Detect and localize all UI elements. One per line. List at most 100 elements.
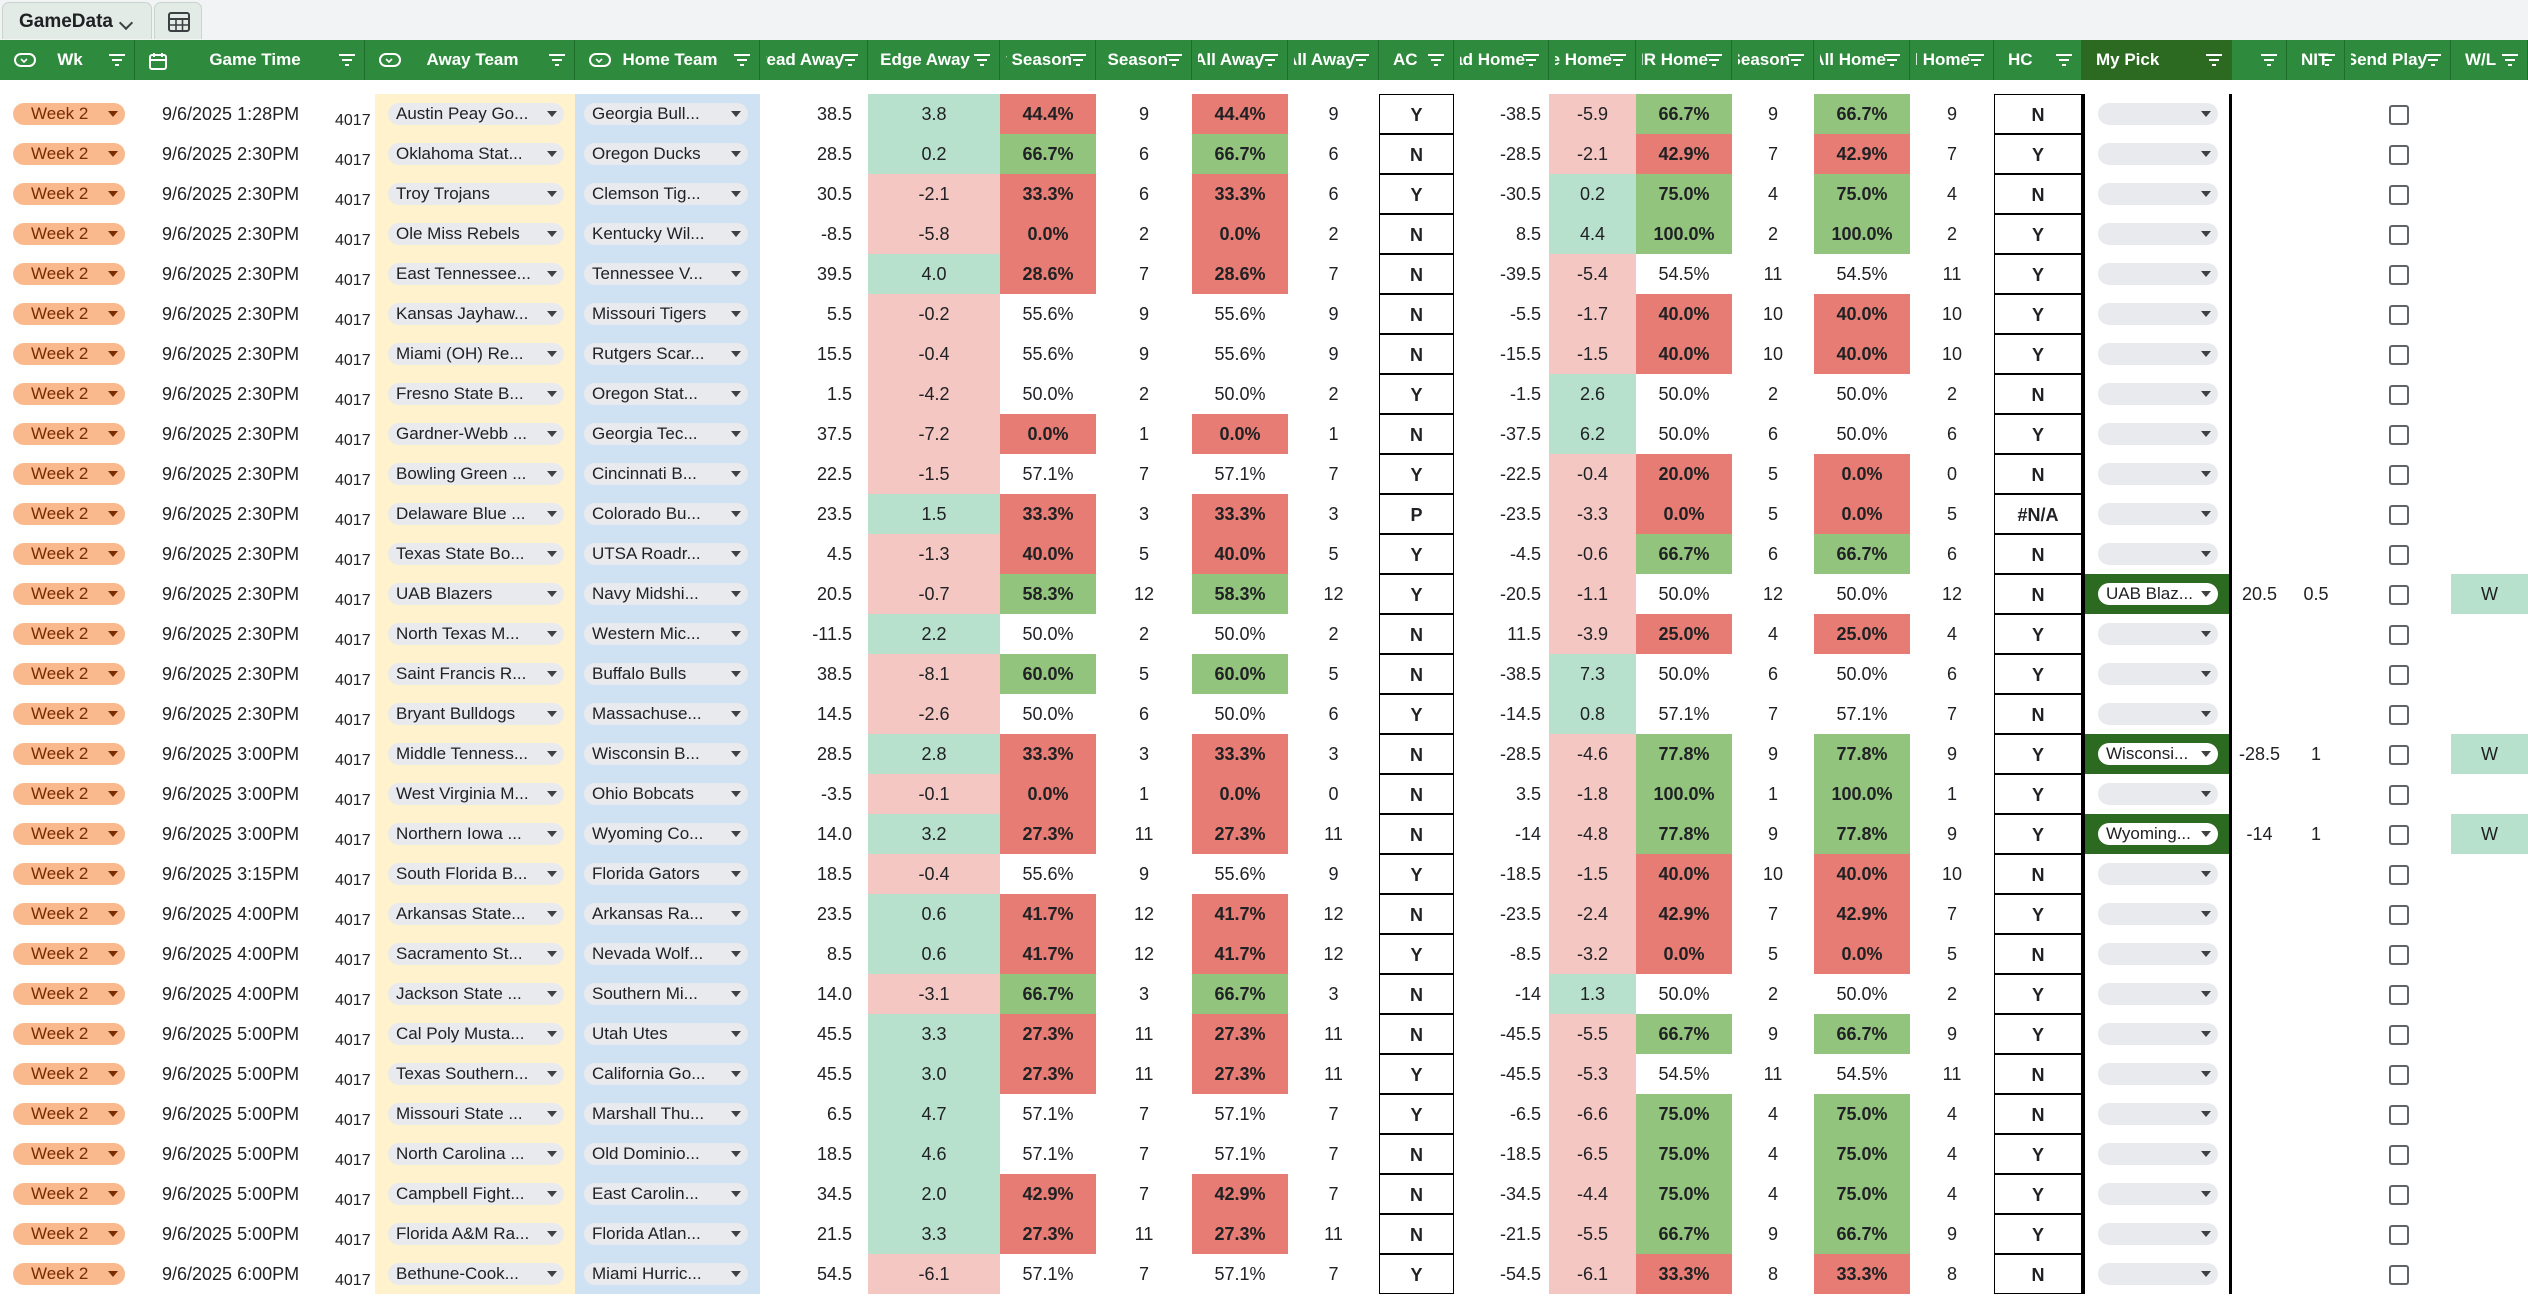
at-all-away-pct-cell[interactable]: 57.1% xyxy=(1214,1104,1266,1124)
away-games-cell[interactable]: 6 xyxy=(1138,144,1149,164)
hc-cell[interactable]: N xyxy=(1994,374,2082,414)
spread-away-cell[interactable]: 14.0 xyxy=(816,984,852,1004)
games-all-home-cell[interactable]: 9 xyxy=(1946,744,1957,764)
games-all-home-cell[interactable]: 4 xyxy=(1946,624,1957,644)
away-season-pct-cell[interactable]: 27.3% xyxy=(1000,1214,1096,1254)
edge-away-cell[interactable]: -0.7 xyxy=(868,574,1000,614)
my-pick-select[interactable] xyxy=(2098,783,2218,805)
send-play-checkbox[interactable] xyxy=(2389,785,2409,805)
ac-cell[interactable]: N xyxy=(1379,1174,1454,1214)
edge-home-cell[interactable]: 0.2 xyxy=(1549,174,1636,214)
spread-home-cell[interactable]: -8.5 xyxy=(1509,944,1541,964)
edge-home-cell[interactable]: 2.6 xyxy=(1549,374,1636,414)
my-pick-select[interactable] xyxy=(2098,943,2218,965)
wl-cell[interactable] xyxy=(2451,1054,2528,1094)
away-games-cell[interactable]: 2 xyxy=(1138,624,1149,644)
home-team-select[interactable]: Colorado Bu... xyxy=(584,503,748,525)
home-games-cell[interactable]: 10 xyxy=(1762,344,1784,364)
hc-cell[interactable]: Y xyxy=(1994,654,2082,694)
wl-cell[interactable] xyxy=(2451,174,2528,214)
pick-line-cell[interactable] xyxy=(2232,1254,2287,1294)
nit-cell[interactable]: 1 xyxy=(2310,744,2321,764)
away-games-cell[interactable]: 11 xyxy=(1134,1064,1154,1084)
edge-home-cell[interactable]: 7.3 xyxy=(1549,654,1636,694)
spread-away-cell[interactable]: 28.5 xyxy=(816,744,852,764)
home-team-select[interactable]: Kentucky Wil... xyxy=(584,223,748,245)
hc-cell[interactable]: Y xyxy=(1994,814,2082,854)
edge-away-cell[interactable]: 2.8 xyxy=(868,734,1000,774)
game-time-cell[interactable]: 9/6/2025 2:30PM xyxy=(162,144,300,164)
filter-icon[interactable] xyxy=(2502,54,2518,66)
pick-line-cell[interactable] xyxy=(2232,854,2287,894)
send-play-checkbox[interactable] xyxy=(2389,425,2409,445)
hc-cell[interactable]: Y xyxy=(1994,1214,2082,1254)
ac-cell[interactable]: N xyxy=(1379,334,1454,374)
pick-line-cell[interactable] xyxy=(2232,974,2287,1014)
at-all-away-pct-cell[interactable]: 33.3% xyxy=(1192,734,1288,774)
ac-cell[interactable]: Y xyxy=(1379,574,1454,614)
pick-line-cell[interactable] xyxy=(2232,894,2287,934)
edge-home-cell[interactable]: -5.9 xyxy=(1549,94,1636,134)
game-time-cell[interactable]: 9/6/2025 2:30PM xyxy=(162,344,300,364)
away-season-pct-cell[interactable]: 57.1% xyxy=(1022,1104,1074,1124)
pick-line-cell[interactable] xyxy=(2232,1134,2287,1174)
edge-home-cell[interactable]: -4.6 xyxy=(1549,734,1636,774)
hc-cell[interactable]: N xyxy=(1994,1094,2082,1134)
edge-home-cell[interactable]: -4.4 xyxy=(1549,1174,1636,1214)
away-team-select[interactable]: Troy Trojans xyxy=(388,183,564,205)
edge-home-cell[interactable]: -1.5 xyxy=(1549,334,1636,374)
edge-away-cell[interactable]: 4.0 xyxy=(868,254,1000,294)
game-time-cell[interactable]: 9/6/2025 2:30PM xyxy=(162,224,300,244)
game-time-cell[interactable]: 9/6/2025 5:00PM xyxy=(162,1224,300,1244)
edge-away-cell[interactable]: 4.6 xyxy=(868,1134,1000,1174)
home-season-pct-cell[interactable]: 66.7% xyxy=(1636,1214,1732,1254)
nit-cell[interactable]: 0.5 xyxy=(2303,584,2329,604)
filter-icon[interactable] xyxy=(2425,54,2441,66)
edge-home-cell[interactable]: -2.1 xyxy=(1549,134,1636,174)
week-select[interactable]: Week 2 xyxy=(13,1263,125,1285)
pick-line-cell[interactable] xyxy=(2232,934,2287,974)
game-time-cell[interactable]: 9/6/2025 5:00PM xyxy=(162,1024,300,1044)
games-all-away-cell[interactable]: 11 xyxy=(1324,1224,1343,1244)
away-team-select[interactable]: Delaware Blue ... xyxy=(388,503,564,525)
away-season-pct-cell[interactable]: 50.0% xyxy=(1022,704,1074,724)
column-header-hc[interactable]: HC xyxy=(1994,40,2082,80)
filter-icon[interactable] xyxy=(549,54,565,66)
ac-cell[interactable]: N xyxy=(1379,774,1454,814)
game-time-cell[interactable]: 9/6/2025 3:15PM xyxy=(162,864,300,884)
away-season-pct-cell[interactable]: 50.0% xyxy=(1022,624,1074,644)
at-all-away-pct-cell[interactable]: 44.4% xyxy=(1192,94,1288,134)
spread-home-cell[interactable]: -21.5 xyxy=(1499,1224,1541,1244)
my-pick-select[interactable] xyxy=(2098,103,2218,125)
spread-away-cell[interactable]: 45.5 xyxy=(816,1064,852,1084)
away-team-select[interactable]: Arkansas State... xyxy=(388,903,564,925)
filter-icon[interactable] xyxy=(974,54,990,66)
hc-cell[interactable]: Y xyxy=(1994,414,2082,454)
week-select[interactable]: Week 2 xyxy=(13,303,125,325)
edge-away-cell[interactable]: 0.6 xyxy=(868,934,1000,974)
hc-cell[interactable]: N xyxy=(1994,174,2082,214)
at-all-home-pct-cell[interactable]: 25.0% xyxy=(1814,614,1910,654)
away-team-select[interactable]: Fresno State B... xyxy=(388,383,564,405)
at-all-home-pct-cell[interactable]: 75.0% xyxy=(1814,174,1910,214)
my-pick-select[interactable] xyxy=(2098,1023,2218,1045)
week-select[interactable]: Week 2 xyxy=(13,983,125,1005)
edge-home-cell[interactable]: -5.3 xyxy=(1549,1054,1636,1094)
week-select[interactable]: Week 2 xyxy=(13,423,125,445)
send-play-checkbox[interactable] xyxy=(2389,745,2409,765)
edge-home-cell[interactable]: -6.5 xyxy=(1549,1134,1636,1174)
games-all-home-cell[interactable]: 4 xyxy=(1946,184,1957,204)
nit-cell[interactable] xyxy=(2287,454,2345,494)
at-all-away-pct-cell[interactable]: 28.6% xyxy=(1192,254,1288,294)
pick-line-cell[interactable]: -28.5 xyxy=(2238,744,2281,764)
home-season-pct-cell[interactable]: 75.0% xyxy=(1636,1094,1732,1134)
home-games-cell[interactable]: 11 xyxy=(1763,1064,1783,1084)
at-all-home-pct-cell[interactable]: 77.8% xyxy=(1814,734,1910,774)
ac-cell[interactable]: Y xyxy=(1379,1094,1454,1134)
home-team-select[interactable]: Wisconsin B... xyxy=(584,743,748,765)
at-all-away-pct-cell[interactable]: 40.0% xyxy=(1192,534,1288,574)
edge-away-cell[interactable]: -0.1 xyxy=(868,774,1000,814)
pick-line-cell[interactable] xyxy=(2232,1014,2287,1054)
my-pick-select[interactable] xyxy=(2098,183,2218,205)
games-all-home-cell[interactable]: 9 xyxy=(1946,1224,1957,1244)
